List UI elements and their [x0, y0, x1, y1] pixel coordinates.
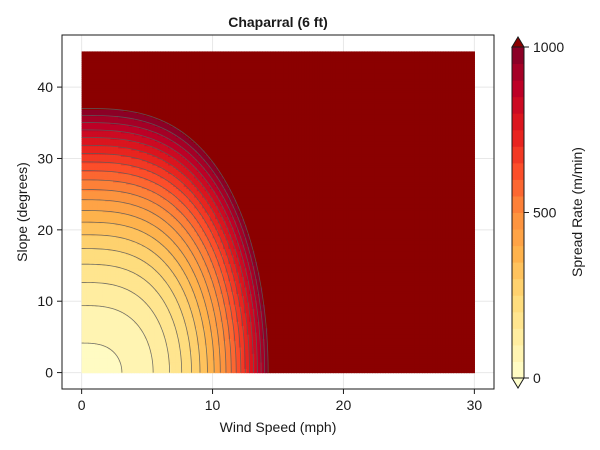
chart-title: Chaparral (6 ft) — [228, 14, 328, 30]
heatmap-field — [82, 51, 475, 373]
